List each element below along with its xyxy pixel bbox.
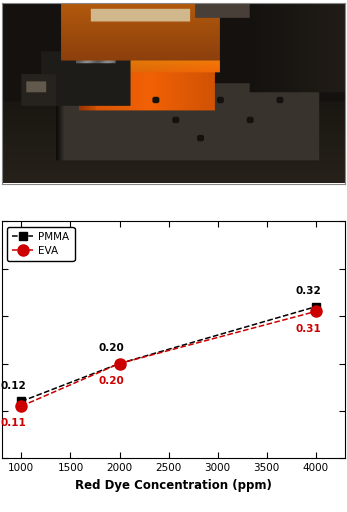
Text: 0.12: 0.12 <box>1 381 26 391</box>
Text: 0.11: 0.11 <box>1 418 26 429</box>
Text: 0.32: 0.32 <box>295 286 321 296</box>
Text: 0.20: 0.20 <box>99 343 125 353</box>
Text: 0.20: 0.20 <box>99 376 125 386</box>
Legend: PMMA, EVA: PMMA, EVA <box>7 227 75 261</box>
X-axis label: Red Dye Concentration (ppm): Red Dye Concentration (ppm) <box>75 479 272 492</box>
Text: 0.31: 0.31 <box>295 324 321 334</box>
